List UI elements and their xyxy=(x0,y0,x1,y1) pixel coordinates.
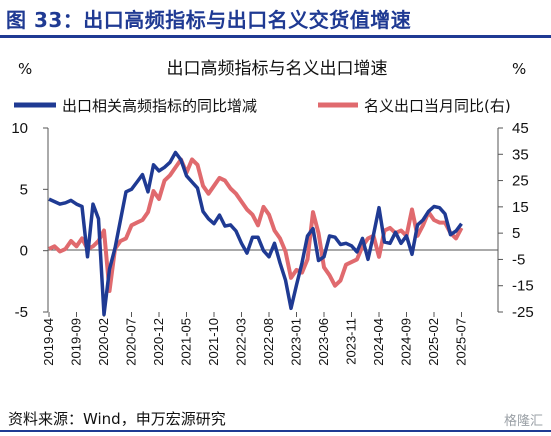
x-tick-label: 2021-10 xyxy=(206,318,221,366)
legend-label-right: 名义出口当月同比(右) xyxy=(364,97,511,115)
title-rule xyxy=(0,35,551,38)
x-tick-label: 2024-09 xyxy=(399,318,414,366)
right-unit: % xyxy=(512,60,526,78)
left-tick-label: 5 xyxy=(20,181,28,198)
series-right-line xyxy=(48,157,464,293)
right-ticks: 45 35 25 15 5 -5 -15 -25 xyxy=(498,120,534,321)
right-tick-label: 15 xyxy=(512,199,529,216)
right-tick-label: -25 xyxy=(512,304,534,321)
right-tick-label: 45 xyxy=(512,120,529,137)
x-tick-label: 2025-07 xyxy=(454,318,469,366)
left-tick-label: 0 xyxy=(20,243,28,260)
x-tick-label: 2023-06 xyxy=(316,318,331,366)
right-tick-label: 35 xyxy=(512,146,529,163)
left-tick-label: -5 xyxy=(15,304,28,321)
figure-title: 图 33：出口高频指标与出口名义交货值增速 xyxy=(6,8,412,32)
x-tick-label: 2019-09 xyxy=(69,318,84,366)
source-note: 资料来源：Wind，申万宏源研究 xyxy=(8,410,226,428)
right-tick-label: 5 xyxy=(512,225,520,242)
bottom-rule xyxy=(0,430,551,432)
x-tick-label: 2020-02 xyxy=(96,318,111,366)
x-tick-label: 2023-11 xyxy=(344,318,359,365)
right-tick-label: -5 xyxy=(512,251,525,268)
x-ticks: 2019-04 2019-09 2020-02 2020-07 2020-12 2021-… xyxy=(41,312,469,366)
series-left-line xyxy=(48,150,463,317)
left-unit: % xyxy=(18,60,32,78)
watermark: 格隆汇 xyxy=(503,414,543,429)
x-tick-label: 2022-03 xyxy=(234,318,249,366)
x-tick-label: 2021-05 xyxy=(179,318,194,366)
left-ticks: 10 5 0 -5 xyxy=(11,120,48,321)
legend-label-left: 出口相关高频指标的同比增减 xyxy=(62,97,257,115)
x-tick-label: 2020-12 xyxy=(151,318,166,366)
left-tick-label: 10 xyxy=(11,120,28,137)
x-tick-label: 2025-02 xyxy=(426,318,441,366)
x-tick-label: 2019-04 xyxy=(41,318,56,366)
x-tick-label: 2023-01 xyxy=(289,318,304,366)
x-tick-label: 2020-07 xyxy=(124,318,139,366)
right-tick-label: -15 xyxy=(512,278,534,295)
right-tick-label: 25 xyxy=(512,173,529,190)
x-tick-label: 2024-04 xyxy=(371,318,386,366)
chart-title: 出口高频指标与名义出口增速 xyxy=(167,59,388,79)
x-tick-label: 2022-08 xyxy=(261,318,276,366)
